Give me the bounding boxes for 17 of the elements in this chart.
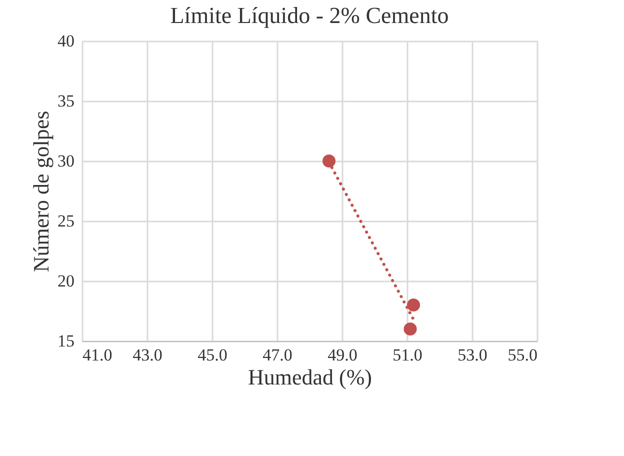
x-tick-label: 53.0 (458, 346, 488, 364)
y-tick-label: 25 (58, 212, 74, 230)
x-tick-label: 49.0 (328, 346, 358, 364)
x-tick-label: 47.0 (262, 346, 292, 364)
y-tick-label: 35 (58, 92, 74, 110)
x-tick-label: 55.0 (508, 346, 538, 364)
x-tick-label: 41.0 (82, 346, 112, 364)
x-tick-label: 51.0 (392, 346, 422, 364)
y-tick-label: 30 (58, 152, 74, 170)
x-axis-title: Humedad (%) (248, 364, 372, 390)
chart-title: Límite Líquido - 2% Cemento (170, 3, 449, 28)
y-tick-label: 15 (58, 332, 74, 350)
x-tick-label: 45.0 (198, 346, 228, 364)
y-tick-label: 40 (58, 32, 74, 50)
y-axis-title: Número de golpes (28, 110, 54, 272)
y-tick-label: 20 (58, 272, 74, 290)
x-tick-label: 43.0 (132, 346, 162, 364)
